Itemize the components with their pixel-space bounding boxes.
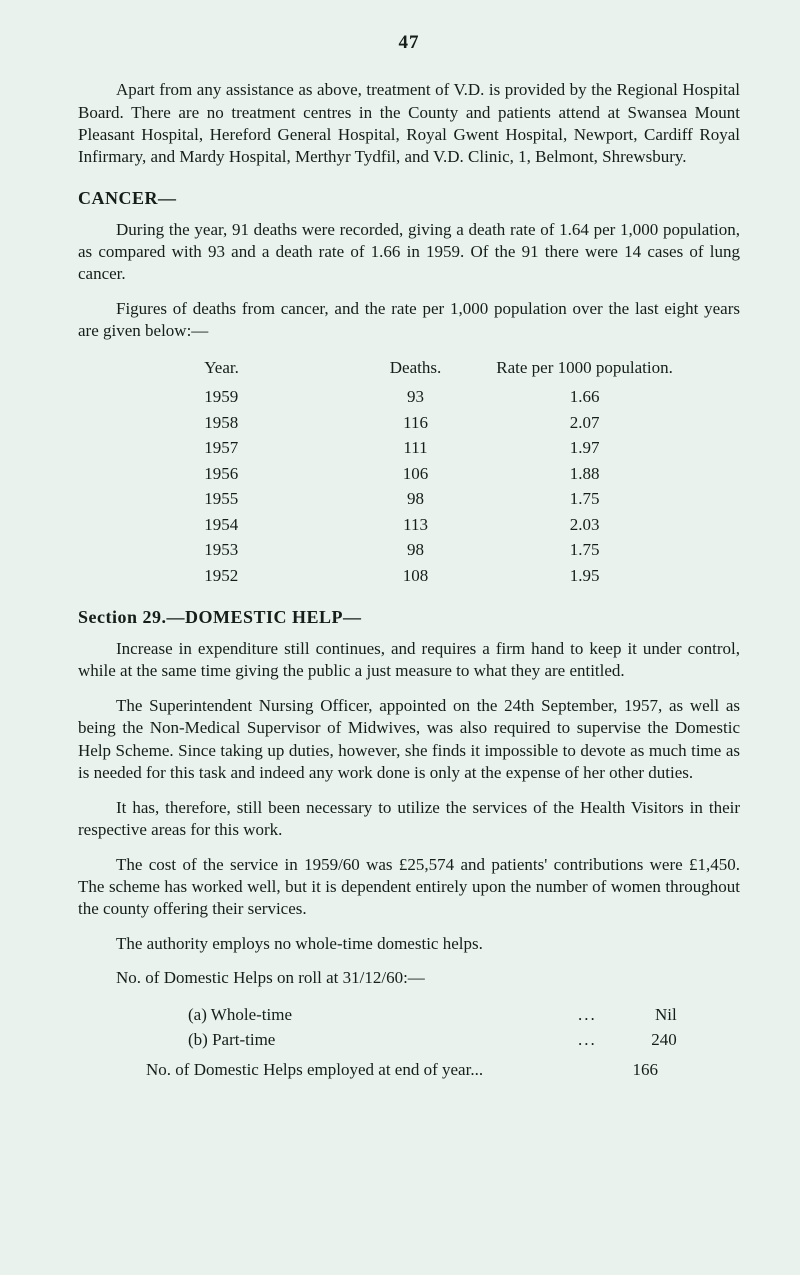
col-deaths-head: Deaths. <box>336 355 496 381</box>
cell-rate: 1.95 <box>495 563 673 589</box>
table-row: 1955 98 1.75 <box>144 486 674 512</box>
cancer-p1: During the year, 91 deaths were recorded… <box>78 219 740 286</box>
cancer-table: Year. Deaths. Rate per 1000 population. … <box>144 355 674 589</box>
domestic-p7-row: No. of Domestic Helps employed at end of… <box>146 1057 740 1083</box>
page-number: 47 <box>78 30 740 55</box>
table-row: 1959 93 1.66 <box>144 384 674 410</box>
table-row: 1954 113 2.03 <box>144 512 674 538</box>
cell-rate: 2.07 <box>495 410 673 436</box>
cell-rate: 2.03 <box>495 512 673 538</box>
list-val-a: Nil <box>597 1002 677 1028</box>
dots: ... <box>578 1002 597 1028</box>
table-row: 1952 108 1.95 <box>144 563 674 589</box>
intro-paragraph: Apart from any assistance as above, trea… <box>78 79 740 169</box>
domestic-p7-val: 166 <box>578 1057 658 1083</box>
cell-deaths: 111 <box>336 435 496 461</box>
domestic-p7-label: No. of Domestic Helps employed at end of… <box>146 1057 578 1083</box>
cell-deaths: 106 <box>336 461 496 487</box>
domestic-p2: The Superintendent Nursing Officer, appo… <box>78 695 740 785</box>
domestic-list: (a) Whole-time ... Nil (b) Part-time ...… <box>188 1002 740 1053</box>
domestic-p4: The cost of the service in 1959/60 was £… <box>78 854 740 921</box>
cancer-p2: Figures of deaths from cancer, and the r… <box>78 298 740 343</box>
cell-rate: 1.75 <box>495 486 673 512</box>
dots: ... <box>578 1027 597 1053</box>
table-row: 1956 106 1.88 <box>144 461 674 487</box>
cell-rate: 1.88 <box>495 461 673 487</box>
domestic-p3: It has, therefore, still been necessary … <box>78 797 740 842</box>
cell-year: 1959 <box>144 384 335 410</box>
table-row: 1957 111 1.97 <box>144 435 674 461</box>
list-val-b: 240 <box>597 1027 677 1053</box>
cell-year: 1956 <box>144 461 335 487</box>
cell-deaths: 116 <box>336 410 496 436</box>
cell-year: 1958 <box>144 410 335 436</box>
cancer-heading: CANCER— <box>78 187 740 211</box>
domestic-p5: The authority employs no whole-time dome… <box>78 933 740 955</box>
table-row: 1958 116 2.07 <box>144 410 674 436</box>
domestic-heading: Section 29.—DOMESTIC HELP— <box>78 606 740 630</box>
cell-year: 1953 <box>144 537 335 563</box>
table-row: 1953 98 1.75 <box>144 537 674 563</box>
cell-rate: 1.97 <box>495 435 673 461</box>
col-rate-head: Rate per 1000 population. <box>495 355 673 381</box>
cell-deaths: 108 <box>336 563 496 589</box>
cell-year: 1952 <box>144 563 335 589</box>
table-header-row: Year. Deaths. Rate per 1000 population. <box>144 355 674 381</box>
cell-rate: 1.66 <box>495 384 673 410</box>
cell-deaths: 98 <box>336 486 496 512</box>
col-year-head: Year. <box>144 355 335 381</box>
cell-year: 1957 <box>144 435 335 461</box>
cell-year: 1955 <box>144 486 335 512</box>
cell-year: 1954 <box>144 512 335 538</box>
list-label-b: (b) Part-time <box>188 1027 578 1053</box>
cell-deaths: 98 <box>336 537 496 563</box>
domestic-p1: Increase in expenditure still continues,… <box>78 638 740 683</box>
list-item: (b) Part-time ... 240 <box>188 1027 740 1053</box>
domestic-p6: No. of Domestic Helps on roll at 31/12/6… <box>78 967 740 989</box>
cell-deaths: 113 <box>336 512 496 538</box>
list-item: (a) Whole-time ... Nil <box>188 1002 740 1028</box>
cell-deaths: 93 <box>336 384 496 410</box>
cell-rate: 1.75 <box>495 537 673 563</box>
list-label-a: (a) Whole-time <box>188 1002 578 1028</box>
